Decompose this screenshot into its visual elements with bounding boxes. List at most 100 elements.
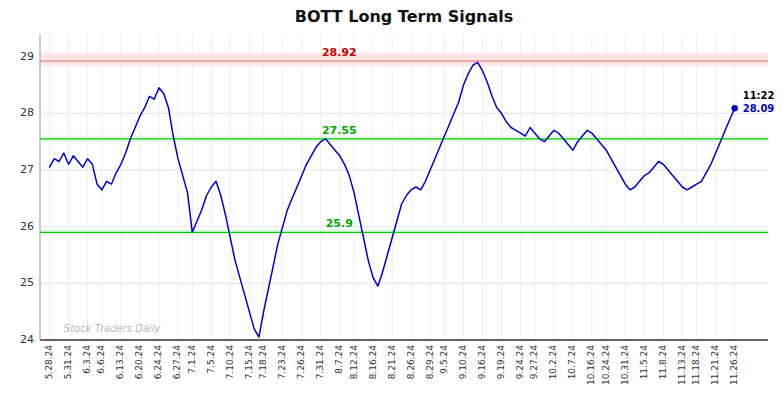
x-grid-line — [534, 34, 535, 340]
y-tick-label: 29 — [20, 50, 34, 63]
x-tick-label: 6.3.24 — [82, 345, 92, 374]
x-grid-line — [249, 34, 250, 340]
x-grid-line — [120, 34, 121, 340]
last-point — [731, 105, 737, 111]
x-tick-label: 6.13.24 — [115, 345, 125, 380]
x-tick-label: 9.10.24 — [458, 345, 468, 380]
last-time-label: 11:22 — [743, 90, 775, 101]
price-line — [50, 62, 735, 337]
x-grid-line — [734, 34, 735, 340]
x-grid-line — [430, 34, 431, 340]
x-tick-label: 11.21.24 — [710, 345, 720, 385]
x-grid-line — [572, 34, 573, 340]
x-grid-line — [411, 34, 412, 340]
y-tick-label: 24 — [20, 333, 34, 346]
y-grid-line — [40, 170, 768, 171]
axes — [40, 34, 768, 340]
y-tick-labels: 242526272829 — [20, 50, 34, 346]
y-tick-label: 25 — [20, 276, 34, 289]
reference-band — [40, 53, 768, 66]
x-tick-label: 10.31.24 — [620, 345, 630, 385]
y-grid-line — [40, 226, 768, 227]
x-grid-line — [715, 34, 716, 340]
last-price-label: 28.09 — [743, 103, 775, 114]
x-tick-label: 5.28.24 — [44, 345, 54, 380]
x-tick-label: 6.24.24 — [153, 345, 163, 380]
x-grid-line — [192, 34, 193, 340]
reference-band — [40, 229, 768, 236]
x-axis-line — [40, 339, 768, 341]
x-grid-line — [87, 34, 88, 340]
x-grid-line — [373, 34, 374, 340]
x-grid-line — [444, 34, 445, 340]
x-tick-label: 7.1.24 — [187, 345, 197, 374]
x-grid-line — [501, 34, 502, 340]
x-grid-line — [392, 34, 393, 340]
title: BOTT Long Term Signals — [295, 7, 514, 26]
x-grid-line — [101, 34, 102, 340]
x-grid-line — [301, 34, 302, 340]
x-tick-label: 6.20.24 — [134, 345, 144, 380]
reference-line — [40, 232, 768, 233]
x-tick-label: 7.18.24 — [258, 345, 268, 380]
x-tick-label: 10.24.24 — [601, 345, 611, 385]
x-grid-line — [139, 34, 140, 340]
y-grid-line — [40, 283, 768, 284]
x-tick-label: 11.5.24 — [639, 345, 649, 380]
y-axis-line — [40, 34, 41, 340]
x-tick-label: 9.16.24 — [477, 345, 487, 380]
x-grid-line — [663, 34, 664, 340]
x-tick-labels: 5.28.245.31.246.3.246.6.246.13.246.20.24… — [44, 345, 739, 385]
reference-line — [40, 61, 768, 62]
x-grid-line — [339, 34, 340, 340]
x-tick-label: 8.12.24 — [349, 345, 359, 380]
x-tick-label: 9.19.24 — [496, 345, 506, 380]
reference-levels — [40, 53, 768, 236]
reference-label: 27.55 — [322, 124, 357, 137]
y-grid-line — [40, 113, 768, 114]
x-tick-label: 11.18.24 — [691, 345, 701, 385]
x-tick-label: 6.6.24 — [96, 345, 106, 374]
x-tick-label: 8.16.24 — [368, 345, 378, 380]
x-tick-label: 10.16.24 — [586, 345, 596, 385]
y-tick-label: 26 — [20, 220, 34, 233]
x-grid-line — [320, 34, 321, 340]
x-tick-label: 7.31.24 — [315, 345, 325, 380]
x-tick-label: 9.24.24 — [515, 345, 525, 380]
grid — [40, 34, 768, 340]
x-tick-label: 11.13.24 — [677, 345, 687, 385]
x-grid-line — [158, 34, 159, 340]
x-tick-label: 10.2.24 — [548, 345, 558, 380]
watermark: Stock Traders Daily — [64, 323, 162, 334]
x-tick-label: 11.26.24 — [729, 345, 739, 385]
x-tick-label: 9.27.24 — [529, 345, 539, 380]
x-grid-line — [644, 34, 645, 340]
x-tick-label: 6.27.24 — [172, 345, 182, 380]
x-tick-label: 7.23.24 — [277, 345, 287, 380]
x-grid-line — [230, 34, 231, 340]
x-tick-label: 10.7.24 — [567, 345, 577, 380]
x-grid-line — [463, 34, 464, 340]
x-grid-line — [625, 34, 626, 340]
x-grid-line — [482, 34, 483, 340]
y-tick-label: 28 — [20, 106, 34, 119]
reference-label: 25.9 — [326, 217, 353, 230]
x-tick-label: 8.29.24 — [425, 345, 435, 380]
x-tick-label: 7.26.24 — [296, 345, 306, 380]
x-grid-line — [696, 34, 697, 340]
x-tick-label: 8.7.24 — [334, 345, 344, 374]
x-grid-line — [282, 34, 283, 340]
x-tick-label: 7.10.24 — [225, 345, 235, 380]
x-grid-line — [553, 34, 554, 340]
x-tick-label: 11.8.24 — [658, 345, 668, 380]
x-tick-label: 8.26.24 — [406, 345, 416, 380]
y-grid-line — [40, 340, 768, 341]
x-grid-line — [49, 34, 50, 340]
x-grid-line — [354, 34, 355, 340]
x-grid-line — [68, 34, 69, 340]
reference-band — [40, 135, 768, 142]
x-tick-label: 8.21.24 — [387, 345, 397, 380]
reference-line — [40, 138, 768, 139]
x-grid-line — [606, 34, 607, 340]
x-grid-line — [520, 34, 521, 340]
